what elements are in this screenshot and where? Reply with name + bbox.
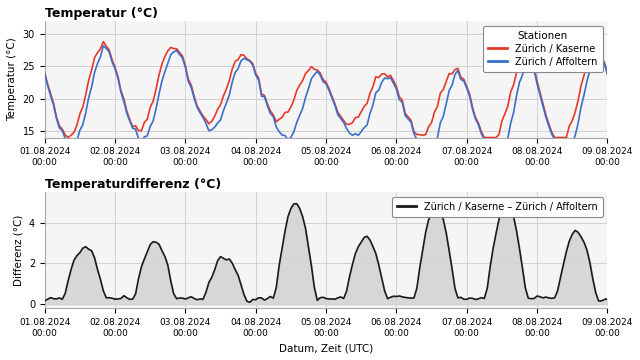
- Legend: Zürich / Kaserne, Zürich / Affoltern: Zürich / Kaserne, Zürich / Affoltern: [483, 26, 602, 72]
- Y-axis label: Temperatur (°C): Temperatur (°C): [7, 37, 17, 121]
- Legend: Zürich / Kaserne – Zürich / Affoltern: Zürich / Kaserne – Zürich / Affoltern: [392, 197, 602, 216]
- Text: Temperaturdifferenz (°C): Temperaturdifferenz (°C): [45, 178, 221, 191]
- Y-axis label: Differenz (°C): Differenz (°C): [13, 215, 23, 286]
- X-axis label: Datum, Zeit (UTC): Datum, Zeit (UTC): [279, 343, 373, 353]
- Text: Temperatur (°C): Temperatur (°C): [45, 7, 157, 20]
